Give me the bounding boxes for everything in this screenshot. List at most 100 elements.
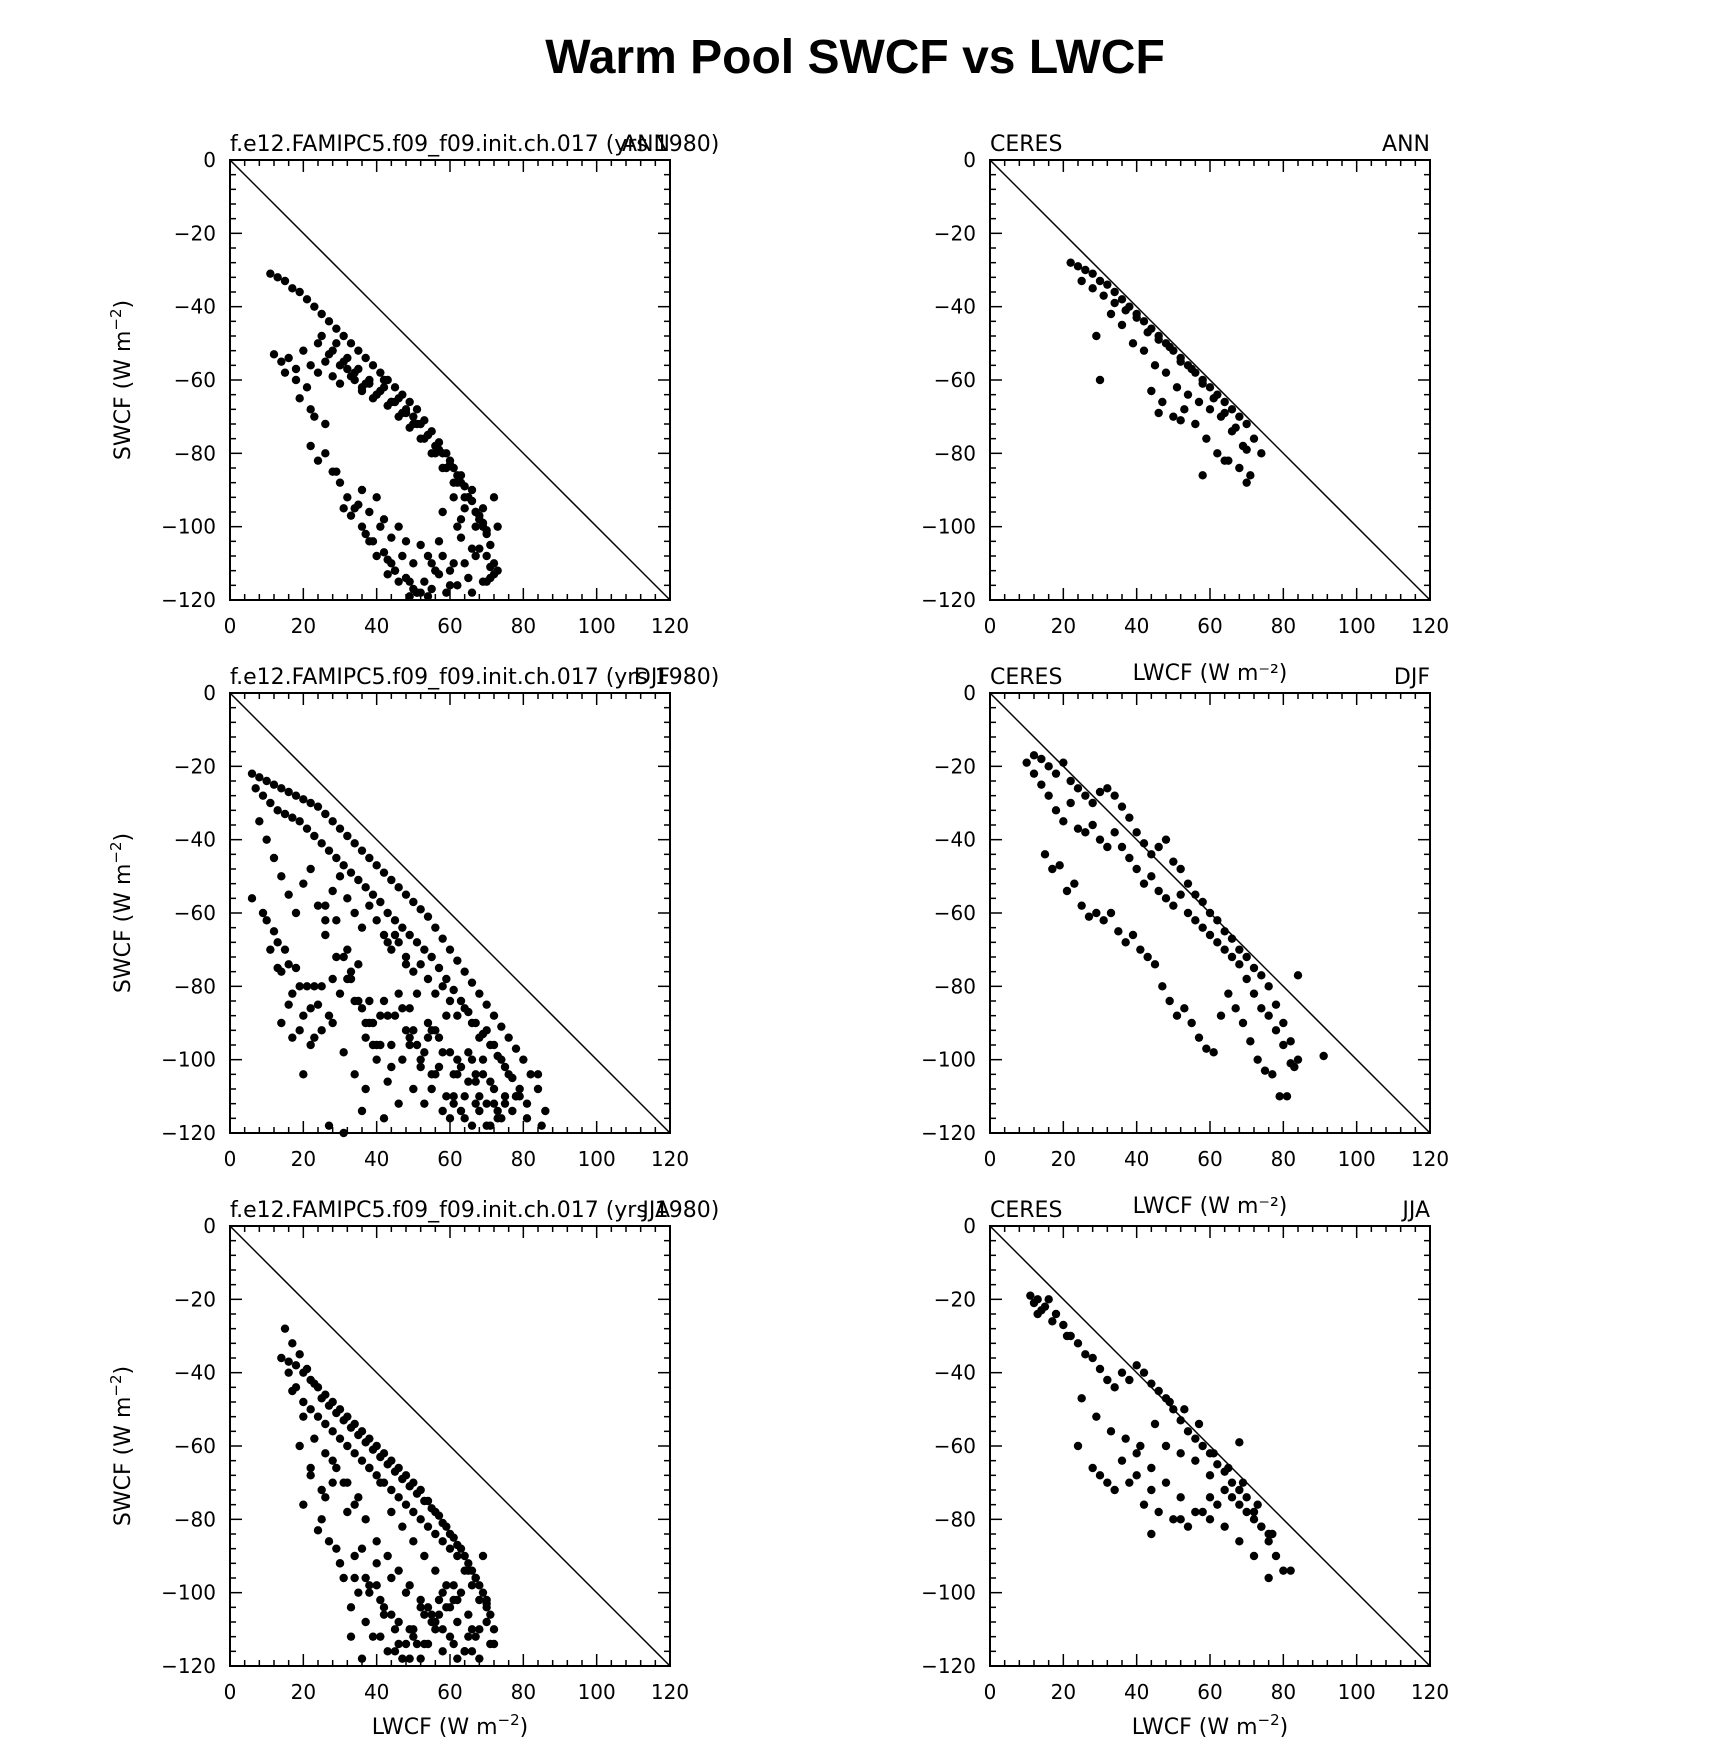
scatter-point: [306, 1471, 315, 1480]
scatter-point: [405, 1033, 414, 1042]
scatter-point: [387, 945, 396, 954]
scatter-point: [405, 1654, 414, 1663]
scatter-point: [1176, 357, 1185, 366]
scatter-point: [387, 397, 396, 407]
scatter-point: [1293, 971, 1303, 980]
scatter-point: [343, 974, 352, 984]
scatter-point: [346, 967, 356, 976]
scatter-points: [247, 769, 550, 1138]
scatter-point: [1147, 386, 1156, 396]
scatter-point: [372, 1581, 381, 1590]
x-axis-label: LWCF (W m−2): [372, 1711, 528, 1740]
scatter-point: [1165, 1397, 1174, 1407]
scatter-point: [383, 1551, 392, 1561]
scatter-point: [420, 1610, 429, 1619]
scatter-point: [478, 577, 488, 586]
scatter-point: [387, 1610, 396, 1619]
scatter-point: [1235, 1500, 1244, 1509]
panel-center-label: LWCF (W m⁻²): [1133, 661, 1288, 686]
reference-line: [229, 159, 671, 601]
scatter-point: [445, 1632, 455, 1641]
scatter-point: [313, 1000, 323, 1009]
y-tick-label: 0: [963, 1214, 976, 1238]
scatter-point: [1132, 1361, 1141, 1370]
scatter-point: [346, 868, 356, 877]
scatter-point: [1128, 930, 1138, 940]
scatter-point: [1213, 1500, 1222, 1509]
y-tick-label: −60: [934, 901, 976, 925]
scatter-point: [537, 1121, 546, 1130]
scatter-point: [1117, 842, 1127, 852]
scatter-point: [420, 1551, 429, 1561]
scatter-point: [1235, 945, 1244, 954]
scatter-point: [273, 806, 282, 815]
scatter-point: [350, 1500, 359, 1509]
scatter-point: [284, 1368, 293, 1377]
scatter-point: [335, 1434, 345, 1443]
scatter-point: [1095, 787, 1105, 797]
scatter-point: [1264, 982, 1273, 991]
scatter-point: [1088, 1353, 1097, 1363]
scatter-point: [299, 1397, 308, 1407]
scatter-point: [1110, 791, 1119, 800]
scatter-point: [313, 1412, 323, 1421]
scatter-point: [1161, 368, 1171, 377]
scatter-point: [456, 996, 466, 1006]
scatter-point: [1154, 1507, 1163, 1517]
scatter-point: [343, 1507, 352, 1517]
scatter-point: [321, 419, 330, 429]
scatter-point: [464, 1559, 473, 1568]
scatter-point: [390, 930, 400, 940]
scatter-point: [1117, 1368, 1127, 1377]
y-tick-label: −80: [174, 441, 216, 465]
scatter-point: [361, 1033, 370, 1042]
scatter-point: [453, 1011, 462, 1020]
scatter-point: [365, 375, 374, 385]
scatter-point: [1194, 397, 1204, 407]
scatter-point: [467, 1018, 477, 1028]
scatter-point: [372, 861, 381, 870]
scatter-point: [1191, 1507, 1200, 1517]
scatter-point: [401, 960, 411, 969]
scatter-point: [365, 1018, 374, 1028]
y-tick-label: 0: [963, 148, 976, 172]
panel-right-label: DJF: [634, 665, 670, 690]
scatter-point: [427, 1504, 436, 1513]
scatter-point: [1158, 397, 1167, 407]
scatter-point: [1213, 916, 1222, 925]
scatter-point: [471, 1573, 480, 1583]
scatter-point: [291, 963, 301, 973]
scatter-point: [335, 478, 345, 487]
panel-ann-model: 0 20 40 60 80 100 120 0 −20 −40 −60 −80 −100 −120 f.e1…: [107, 132, 719, 638]
scatter-point: [401, 1588, 411, 1597]
scatter-point: [489, 1011, 499, 1020]
panel-djf-model: 0 20 40 60 80 100 120 0 −20 −40 −60 −80 −100 −120 f.e1…: [107, 665, 719, 1171]
scatter-point: [460, 1092, 469, 1101]
scatter-point: [1176, 864, 1185, 874]
scatter-point: [409, 1632, 418, 1641]
y-tick-label: −60: [934, 368, 976, 392]
scatter-point: [427, 1084, 436, 1094]
scatter-point: [1154, 408, 1163, 418]
scatter-point: [1257, 971, 1266, 980]
scatter-point: [464, 1566, 473, 1575]
reference-line: [989, 159, 1431, 601]
scatter-point: [1282, 1092, 1292, 1101]
scatter-point: [1165, 342, 1174, 352]
scatter-point: [258, 908, 268, 918]
scatter-point: [1073, 1441, 1083, 1451]
scatter-point: [291, 375, 301, 385]
scatter-point: [394, 989, 403, 998]
scatter-point: [423, 592, 433, 601]
scatter-point: [1198, 1441, 1207, 1451]
scatter-point: [313, 802, 323, 811]
scatter-point: [475, 515, 484, 524]
scatter-point: [1227, 1493, 1237, 1502]
scatter-point: [1194, 1033, 1204, 1042]
scatter-point: [376, 386, 385, 396]
scatter-point: [460, 1114, 469, 1123]
scatter-point: [310, 982, 319, 991]
scatter-point: [1169, 412, 1178, 421]
scatter-point: [324, 317, 334, 326]
scatter-point: [401, 890, 411, 899]
